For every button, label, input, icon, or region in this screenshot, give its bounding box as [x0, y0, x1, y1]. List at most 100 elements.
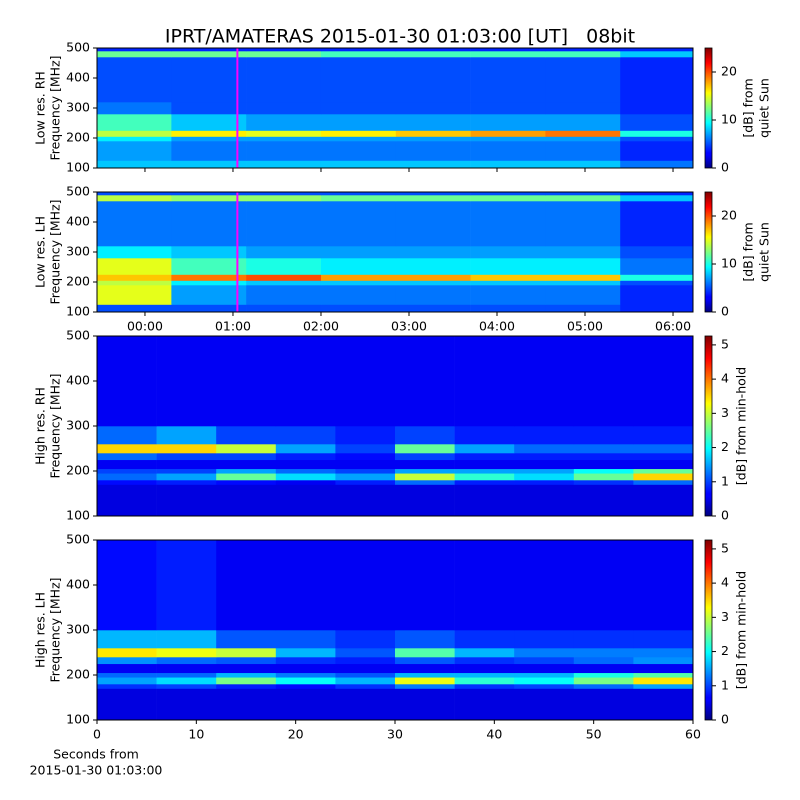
heatmap-cell — [216, 468, 277, 474]
x-tick-label: 03:00 — [391, 319, 427, 334]
heatmap-cell — [633, 688, 694, 721]
heatmap-cell — [275, 672, 336, 678]
heatmap-cell — [514, 453, 575, 461]
heatmap-cell — [514, 336, 575, 427]
colorbar-tick-label: 10 — [721, 256, 737, 271]
colorbar — [704, 47, 713, 169]
heatmap-cell — [545, 246, 621, 259]
heatmap-cell — [97, 630, 157, 649]
heatmap-cell — [620, 285, 694, 305]
heatmap-cell — [156, 648, 217, 658]
heatmap-cell — [97, 274, 172, 281]
heatmap-cell — [633, 426, 694, 445]
heatmap-cell — [454, 468, 515, 474]
heatmap-cell — [216, 453, 277, 461]
heatmap-cell — [275, 540, 336, 631]
heatmap-cell — [470, 136, 546, 142]
y-axis-label: Frequency [MHz] — [48, 577, 63, 682]
heatmap-cell — [335, 648, 396, 658]
heatmap-cell — [573, 677, 634, 685]
heatmap-cell — [97, 540, 157, 631]
heatmap-cell — [573, 444, 634, 454]
heatmap-cell — [97, 459, 157, 470]
heatmap-cell — [395, 336, 455, 427]
heatmap-cell — [514, 684, 575, 689]
heatmap-cell — [573, 336, 634, 427]
heatmap-cell — [470, 258, 546, 275]
heatmap-cell — [97, 280, 172, 286]
x-tick-label: 0 — [93, 727, 101, 742]
heatmap-cell — [573, 480, 634, 485]
heatmap-cell — [320, 102, 397, 115]
heatmap-cell — [454, 473, 515, 481]
colorbar-tick-label: 1 — [721, 677, 729, 692]
heatmap-cell — [545, 114, 621, 131]
heatmap-cell — [97, 160, 172, 169]
x-tick-label: 60 — [685, 727, 701, 742]
heatmap-cell — [395, 246, 471, 259]
heatmap-cell — [216, 663, 277, 674]
heatmap-cell — [275, 336, 336, 427]
heatmap-cell — [633, 540, 694, 631]
heatmap-cell — [454, 540, 515, 631]
heatmap-cell — [395, 48, 471, 52]
heatmap-cell — [171, 195, 247, 202]
colorbar-tick-label: 5 — [721, 540, 729, 555]
heatmap-cell — [171, 280, 247, 286]
heatmap-cell — [97, 304, 172, 313]
heatmap-cell — [514, 677, 575, 685]
heatmap-cell — [171, 130, 247, 137]
heatmap-cell — [470, 246, 546, 259]
colorbar-tick-label: 5 — [721, 336, 729, 351]
heatmap-cell — [97, 136, 172, 142]
heatmap-cell — [171, 201, 247, 247]
heatmap-cell — [514, 480, 575, 485]
heatmap-cell — [320, 192, 397, 196]
heatmap-cell — [216, 459, 277, 470]
heatmap-cell — [171, 57, 247, 103]
heatmap-cell — [545, 285, 621, 305]
heatmap-cell — [573, 672, 634, 678]
heatmap-cell — [97, 114, 172, 131]
heatmap-cell — [620, 258, 694, 275]
x-tick-label: 40 — [486, 727, 502, 742]
heatmap-cell — [216, 444, 277, 454]
heatmap-cell — [573, 657, 634, 665]
heatmap-cell — [545, 274, 621, 281]
heatmap-cell — [246, 274, 322, 281]
heatmap-cell — [171, 160, 247, 169]
x-tick-label: 01:00 — [215, 319, 251, 334]
heatmap-cell — [216, 688, 277, 721]
heatmap-cell — [216, 657, 277, 665]
heatmap-cell — [573, 473, 634, 481]
heatmap-cell — [395, 192, 471, 196]
heatmap-cell — [246, 285, 322, 305]
heatmap-cell — [633, 648, 694, 658]
heatmap-cell — [470, 102, 546, 115]
heatmap-cell — [620, 274, 694, 281]
heatmap-cell — [620, 192, 694, 196]
heatmap-cell — [156, 426, 217, 445]
heatmap-cell — [620, 160, 694, 169]
colorbar-tick-label: 0 — [721, 160, 729, 175]
colorbar-tick-label: 10 — [721, 112, 737, 127]
heatmap-cell — [395, 468, 455, 474]
colorbar-tick-label: 0 — [721, 508, 729, 523]
colorbar-tick-label: 0 — [721, 304, 729, 319]
heatmap-cell — [395, 480, 455, 485]
heatmap-cell — [514, 459, 575, 470]
heatmap-cell — [216, 336, 277, 427]
heatmap-cell — [454, 663, 515, 674]
heatmap-cell — [275, 444, 336, 454]
heatmap-cell — [246, 141, 322, 161]
heatmap-cell — [514, 648, 575, 658]
heatmap-cell — [395, 684, 455, 689]
heatmap-cell — [335, 459, 396, 470]
heatmap-cell — [335, 688, 396, 721]
y-tick-label: 200 — [66, 130, 90, 145]
heatmap-cell — [97, 195, 172, 202]
heatmap-cell — [320, 141, 397, 161]
heatmap-cell — [320, 246, 397, 259]
heatmap-cell — [171, 274, 247, 281]
